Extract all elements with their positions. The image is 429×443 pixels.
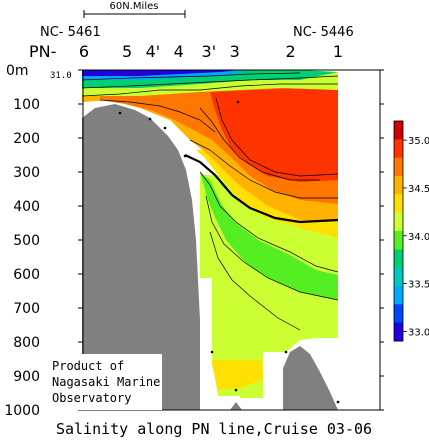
colorbar-ticks: 35.0 34.5 34.0 33.5 33.0 <box>403 136 429 338</box>
field-34-0 <box>200 172 338 300</box>
line-prefix: PN- <box>29 42 56 61</box>
contour-lines <box>81 72 339 331</box>
chart-title: Salinity along PN line,Cruise 03-06 <box>56 420 372 438</box>
colorbar-segment <box>394 194 403 214</box>
bathymetry-knoll <box>230 402 242 410</box>
credit-line-2: Nagasaki Marine <box>52 375 160 389</box>
no-data-mask-right <box>338 70 380 410</box>
no-data-mask-mid <box>263 352 283 410</box>
station-label: 5 <box>122 42 132 61</box>
contour-34-0 <box>209 231 301 331</box>
station-label: 3 <box>230 42 240 61</box>
station-id-right: NC- 5446 <box>293 25 354 40</box>
contour-34-8 <box>199 107 320 181</box>
plot-area: 31.0 <box>50 69 381 411</box>
y-tick-label: 200 <box>13 131 40 147</box>
colorbar-segment <box>394 322 403 342</box>
credit-line-3: Observatory <box>52 391 131 405</box>
colorbar-segment <box>394 176 403 195</box>
y-tick-label: 300 <box>13 165 40 181</box>
field-33-0 <box>82 70 240 76</box>
y-tick-label: 700 <box>13 301 40 317</box>
y-tick-label: 800 <box>13 335 40 351</box>
station-label: 4 <box>174 42 184 61</box>
no-data-mask-left <box>200 278 212 410</box>
colorbar-tick-label: 33.5 <box>408 280 429 291</box>
colorbar-segment <box>394 139 403 159</box>
contour-surface-3 <box>81 72 301 81</box>
colorbar-segment <box>394 304 403 324</box>
station-labels: 6 5 4' 4 3' 3 2 1 <box>79 42 343 61</box>
station-label: 1 <box>333 42 343 61</box>
bathymetry-shelf <box>82 104 200 410</box>
y-tick-label: 400 <box>13 199 40 215</box>
surface-annotation: 31.0 <box>50 71 72 81</box>
y-tick-label: 1000 <box>4 403 40 419</box>
contour-34-6 <box>189 139 338 199</box>
colorbar: 35.0 34.5 34.0 33.5 33.0 <box>393 120 429 342</box>
contour-surface-4 <box>99 99 216 133</box>
colorbar-segments <box>394 121 403 342</box>
y-tick-label: 0m <box>6 63 29 79</box>
salinity-fields <box>82 70 338 398</box>
station-id-left: NC- 5461 <box>40 25 101 40</box>
contour-34-5 <box>184 154 339 224</box>
station-label: 3' <box>202 42 217 61</box>
scale-bar: 60N.Miles <box>83 1 186 18</box>
colorbar-segment <box>394 286 403 305</box>
scale-bar-label: 60N.Miles <box>110 1 159 12</box>
credit-line-1: Product of <box>52 359 124 373</box>
bathymetry-ridge <box>265 346 338 410</box>
colorbar-tick-label: 34.5 <box>408 184 429 195</box>
colorbar-segment <box>394 267 403 287</box>
y-axis: 0m 100 200 300 400 500 600 700 800 900 1000 <box>4 63 384 419</box>
station-label: 2 <box>286 42 296 61</box>
colorbar-segment <box>394 231 403 250</box>
colorbar-tick-label: 33.0 <box>408 327 429 338</box>
station-label: 4' <box>146 42 161 61</box>
station-label: 6 <box>79 42 89 61</box>
y-tick-label: 600 <box>13 267 40 283</box>
colorbar-segment <box>394 249 403 269</box>
y-tick-label: 100 <box>13 97 40 113</box>
contour-34-3 <box>199 171 339 273</box>
colorbar-tick-label: 35.0 <box>408 136 429 147</box>
field-35-0 <box>210 86 338 182</box>
y-tick-label: 900 <box>13 369 40 385</box>
contour-34-1 <box>205 195 339 301</box>
y-tick-label: 500 <box>13 233 40 249</box>
colorbar-frame <box>393 120 404 342</box>
contour-35-0 <box>215 97 339 177</box>
colorbar-segment <box>394 212 403 232</box>
colorbar-segment <box>394 157 403 177</box>
contour-surface-2 <box>81 75 339 89</box>
colorbar-tick-label: 34.0 <box>408 232 429 243</box>
sample-dots <box>118 100 340 404</box>
colorbar-segment <box>394 121 403 140</box>
contour-surface-1 <box>81 83 338 97</box>
credit-box: Product of Nagasaki Marine Observatory <box>44 354 162 410</box>
